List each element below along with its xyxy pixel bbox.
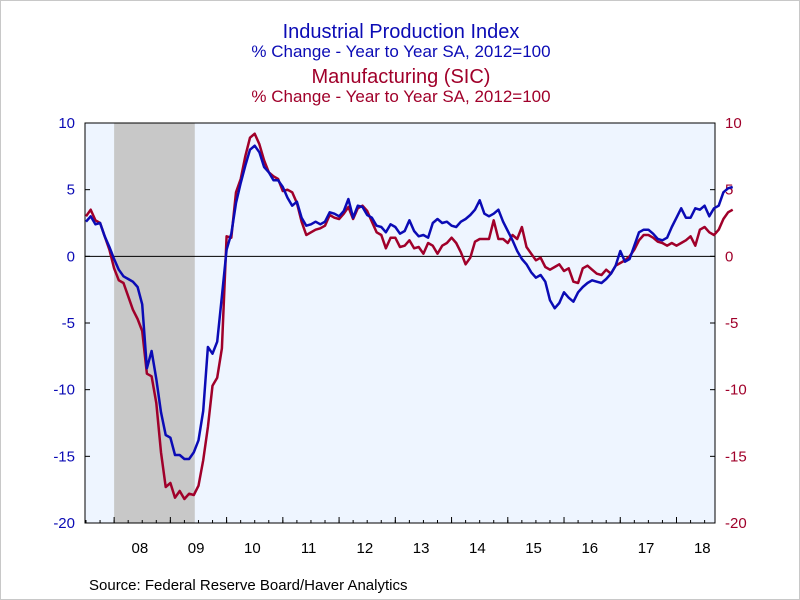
y-left-tick-label: 0: [67, 248, 75, 265]
y-right-tick-label: 5: [725, 182, 733, 199]
series-line-ip: [85, 144, 734, 461]
y-right-tick-label: 0: [725, 248, 733, 265]
y-right-tick-label: -5: [725, 315, 738, 332]
chart-subtitle-ip: % Change - Year to Year SA, 2012=100: [251, 42, 551, 61]
x-tick-label: 08: [132, 540, 149, 557]
y-left-tick-label: -15: [53, 448, 75, 465]
y-left-tick-label: -5: [62, 315, 75, 332]
y-left-tick-label: -20: [53, 515, 75, 532]
recession-shading: [114, 123, 195, 523]
x-tick-label: 09: [188, 540, 205, 557]
x-tick-label: 13: [413, 540, 430, 557]
y-left-tick-label: 10: [58, 115, 75, 132]
x-tick-label: 15: [525, 540, 542, 557]
x-tick-label: 11: [301, 540, 317, 557]
x-tick-label: 17: [638, 540, 655, 557]
y-right-tick-label: -10: [725, 382, 747, 399]
x-tick-label: 12: [357, 540, 374, 557]
chart-subtitle-mfg: % Change - Year to Year SA, 2012=100: [251, 87, 551, 106]
x-tick-label: 10: [244, 540, 261, 557]
chart-source: Source: Federal Reserve Board/Haver Anal…: [89, 577, 408, 594]
chart-title-mfg: Manufacturing (SIC): [311, 66, 491, 88]
y-left-tick-label: -10: [53, 382, 75, 399]
y-right-tick-label: 10: [725, 115, 742, 132]
chart-title-ip: Industrial Production Index: [282, 21, 520, 43]
y-right-tick-label: -15: [725, 448, 747, 465]
y-right-tick-label: -20: [725, 515, 747, 532]
x-tick-label: 14: [469, 540, 486, 557]
line-chart: 10 5 0 -5 -10 -15 -20 10 5 0 -5 -10 -15 -20 08 09 10 11 12…: [53, 115, 747, 557]
x-tick-label: 16: [581, 540, 598, 557]
y-left-tick-label: 5: [67, 182, 75, 199]
x-tick-label: 18: [694, 540, 711, 557]
